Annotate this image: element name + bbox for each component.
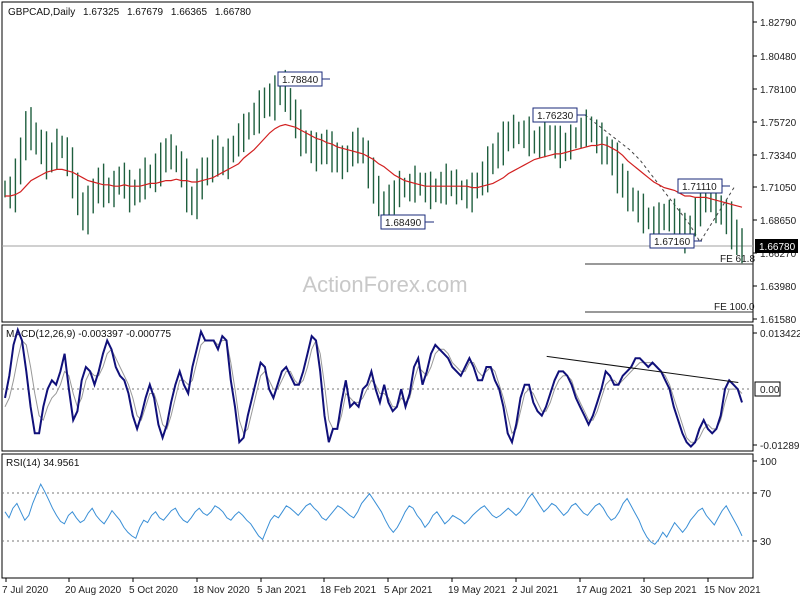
macd-trendline (546, 355, 739, 383)
macd-tick: 0.013422 (760, 329, 800, 340)
fe-61-8-label: FE 61.8 (720, 254, 755, 265)
macd-value-box (754, 381, 781, 397)
price-tick: 1.68650 (760, 216, 797, 227)
rsi-tick: 100 (760, 457, 777, 468)
swing-label-1-76230: 1.76230 (532, 107, 586, 123)
price-tick: 1.82790 (760, 18, 797, 29)
current-price-label: 1.66780 (759, 242, 796, 253)
price-panel (1, 1, 754, 323)
price-title: GBPCAD,Daily 1.67325 1.67679 1.66365 1.6… (8, 7, 251, 18)
x-tick: 5 Jan 2021 (257, 585, 307, 596)
x-tick: 15 Nov 2021 (704, 585, 761, 596)
swing-label-1-71110: 1.71110 (677, 178, 730, 194)
price-tick: 1.80480 (760, 52, 797, 63)
macd-main-line (4, 326, 743, 449)
price-tick: 1.61580 (760, 315, 797, 326)
macd-y-axis: 0.013422 -0.012891 (753, 329, 800, 452)
watermark: ActionForex.com (302, 272, 467, 297)
swing-label-text: 1.78840 (282, 75, 319, 86)
x-tick: 7 Jul 2020 (2, 585, 49, 596)
price-series (4, 69, 743, 264)
rsi-panel (1, 453, 754, 579)
price-y-axis: 1.82790 1.80480 1.78100 1.75720 1.73340 … (753, 18, 797, 326)
macd-value-label: 0.00 (760, 385, 780, 396)
x-tick: 30 Sep 2021 (640, 585, 697, 596)
open-value: 1.67325 (83, 7, 120, 18)
fe-100-label: FE 100.0 (714, 302, 755, 313)
x-tick: 18 Nov 2020 (193, 585, 250, 596)
swing-label-text: 1.76230 (537, 111, 574, 122)
price-tick: 1.63980 (760, 282, 797, 293)
x-axis: 7 Jul 2020 20 Aug 2020 5 Oct 2020 18 Nov… (2, 578, 761, 596)
swing-label-text: 1.67160 (654, 237, 691, 248)
rsi-y-axis: 100 70 30 (753, 457, 777, 548)
current-price-box (755, 239, 798, 253)
price-tick: 1.75720 (760, 118, 797, 129)
x-tick: 20 Aug 2020 (65, 585, 122, 596)
x-tick: 5 Apr 2021 (384, 585, 433, 596)
moving-average-line (5, 123, 743, 208)
x-tick: 19 May 2021 (448, 585, 506, 596)
price-tick: 1.78100 (760, 85, 797, 96)
price-tick: 1.71050 (760, 183, 797, 194)
price-tick: 1.66270 (760, 249, 797, 260)
x-tick: 17 Aug 2021 (576, 585, 633, 596)
x-tick: 2 Jul 2021 (512, 585, 559, 596)
high-value: 1.67679 (127, 7, 164, 18)
rsi-tick: 70 (760, 489, 772, 500)
rsi-title: RSI(14) 34.9561 (6, 458, 80, 469)
x-tick: 5 Oct 2020 (129, 585, 178, 596)
close-value: 1.66780 (215, 7, 252, 18)
low-value: 1.66365 (171, 7, 208, 18)
swing-label-text: 1.71110 (682, 182, 717, 193)
macd-tick: -0.012891 (760, 441, 800, 452)
swing-label-1-67160: 1.67160 (649, 233, 702, 249)
macd-title: MACD(12,26,9) -0.003397 -0.000775 (6, 329, 172, 340)
rsi-line (4, 482, 743, 545)
rsi-tick: 30 (760, 537, 772, 548)
swing-label-text: 1.68490 (385, 218, 422, 229)
swing-label-1-78840: 1.78840 (277, 71, 330, 87)
macd-panel (1, 324, 754, 452)
x-tick: 18 Feb 2021 (320, 585, 377, 596)
swing-label-1-68490: 1.68490 (380, 214, 434, 230)
price-tick: 1.73340 (760, 151, 797, 162)
symbol-label: GBPCAD,Daily (8, 7, 75, 18)
